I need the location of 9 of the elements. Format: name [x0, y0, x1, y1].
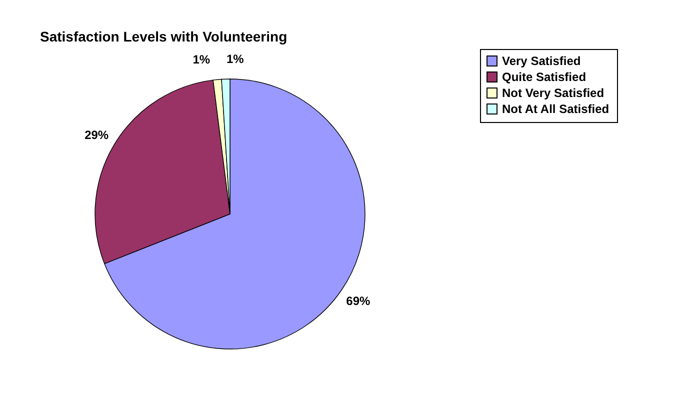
data-label: 1% — [192, 52, 210, 67]
chart-title: Satisfaction Levels with Volunteering — [40, 28, 288, 44]
data-label: 1% — [226, 52, 244, 66]
legend-label: Not At All Satisfied — [502, 102, 610, 116]
legend-label: Very Satisfied — [502, 54, 581, 68]
data-label: 29% — [84, 128, 109, 142]
legend-label: Quite Satisfied — [502, 70, 586, 84]
legend-label: Not Very Satisfied — [502, 86, 604, 100]
data-label: 69% — [346, 294, 371, 308]
